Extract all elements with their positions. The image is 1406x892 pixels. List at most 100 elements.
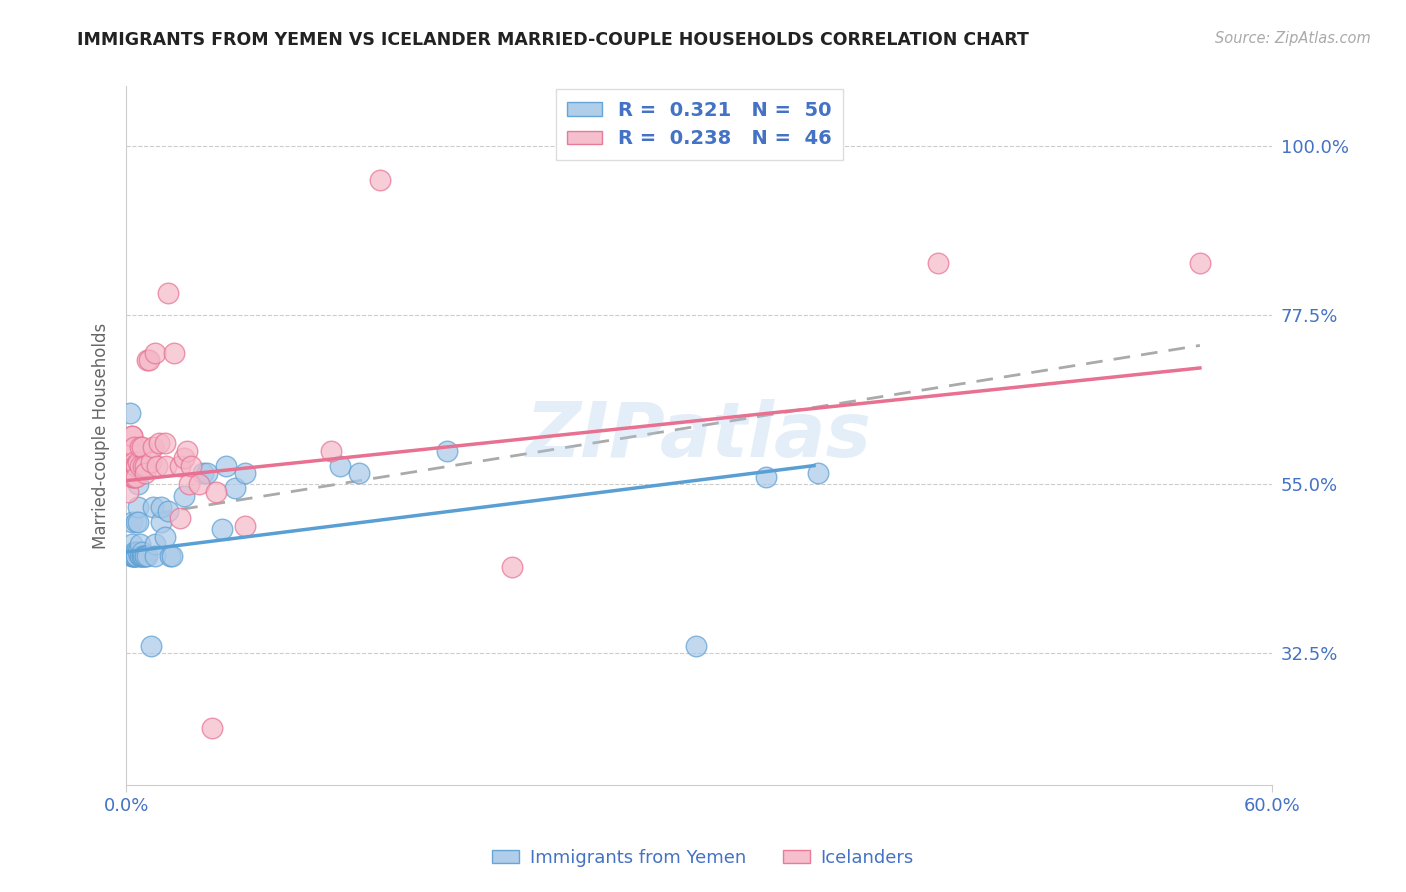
- Point: [201, 722, 224, 736]
- Point: [143, 549, 166, 563]
- Point: [128, 549, 150, 563]
- Point: [136, 353, 159, 368]
- Point: [501, 560, 523, 574]
- Point: [132, 458, 155, 473]
- Point: [122, 549, 145, 563]
- Point: [436, 443, 458, 458]
- Text: Source: ZipAtlas.com: Source: ZipAtlas.com: [1215, 31, 1371, 46]
- Text: ZIPatlas: ZIPatlas: [526, 399, 872, 473]
- Text: IMMIGRANTS FROM YEMEN VS ICELANDER MARRIED-COUPLE HOUSEHOLDS CORRELATION CHART: IMMIGRANTS FROM YEMEN VS ICELANDER MARRI…: [77, 31, 1029, 49]
- Point: [155, 458, 177, 473]
- Point: [131, 549, 153, 563]
- Point: [149, 515, 172, 529]
- Point: [122, 549, 145, 563]
- Point: [122, 455, 145, 469]
- Point: [134, 549, 156, 563]
- Point: [128, 549, 150, 563]
- Point: [319, 443, 342, 458]
- Point: [927, 256, 949, 270]
- Point: [134, 466, 156, 480]
- Point: [149, 500, 172, 514]
- Point: [127, 545, 149, 559]
- Point: [125, 458, 148, 473]
- Point: [127, 455, 149, 469]
- Point: [127, 515, 149, 529]
- Point: [121, 549, 143, 563]
- Point: [233, 518, 256, 533]
- Point: [157, 503, 180, 517]
- Point: [169, 458, 191, 473]
- Point: [159, 549, 181, 563]
- Point: [180, 458, 202, 473]
- Point: [127, 500, 149, 514]
- Point: [169, 511, 191, 525]
- Point: [122, 440, 145, 454]
- Point: [125, 458, 148, 473]
- Point: [173, 451, 195, 466]
- Point: [142, 500, 165, 514]
- Point: [131, 545, 153, 559]
- Point: [755, 470, 778, 484]
- Point: [128, 440, 150, 454]
- Legend: Immigrants from Yemen, Icelanders: Immigrants from Yemen, Icelanders: [485, 842, 921, 874]
- Point: [122, 470, 145, 484]
- Point: [125, 515, 148, 529]
- Point: [121, 537, 143, 551]
- Point: [195, 466, 218, 480]
- Point: [146, 458, 169, 473]
- Point: [125, 549, 148, 563]
- Point: [121, 549, 143, 563]
- Point: [131, 549, 153, 563]
- Point: [120, 443, 142, 458]
- Point: [122, 549, 145, 563]
- Point: [121, 470, 143, 484]
- Point: [173, 489, 195, 503]
- Point: [153, 530, 176, 544]
- Legend: R =  0.321   N =  50, R =  0.238   N =  46: R = 0.321 N = 50, R = 0.238 N = 46: [555, 89, 844, 161]
- Point: [233, 466, 256, 480]
- Point: [176, 443, 198, 458]
- Point: [685, 639, 707, 653]
- Point: [214, 458, 236, 473]
- Point: [121, 515, 143, 529]
- Point: [139, 639, 162, 653]
- Point: [163, 346, 186, 360]
- Point: [370, 173, 392, 187]
- Point: [121, 428, 143, 442]
- Point: [148, 436, 170, 450]
- Point: [128, 458, 150, 473]
- Point: [132, 549, 155, 563]
- Point: [128, 537, 150, 551]
- Point: [160, 549, 183, 563]
- Point: [120, 406, 142, 420]
- Point: [122, 470, 145, 484]
- Point: [117, 484, 139, 499]
- Point: [224, 481, 246, 495]
- Point: [143, 346, 166, 360]
- Point: [153, 436, 176, 450]
- Point: [125, 549, 148, 563]
- Point: [134, 458, 156, 473]
- Point: [138, 353, 160, 368]
- Point: [125, 545, 148, 559]
- Point: [134, 549, 156, 563]
- Point: [329, 458, 352, 473]
- Point: [122, 545, 145, 559]
- Point: [191, 466, 214, 480]
- Point: [121, 428, 143, 442]
- Point: [125, 470, 148, 484]
- Point: [131, 440, 153, 454]
- Point: [349, 466, 371, 480]
- Point: [127, 477, 149, 491]
- Point: [143, 537, 166, 551]
- Point: [205, 484, 228, 499]
- Point: [122, 458, 145, 473]
- Point: [136, 549, 159, 563]
- Point: [187, 477, 209, 491]
- Point: [142, 440, 165, 454]
- Point: [157, 285, 180, 300]
- Point: [1188, 256, 1211, 270]
- Point: [179, 477, 201, 491]
- Point: [139, 455, 162, 469]
- Point: [211, 523, 233, 537]
